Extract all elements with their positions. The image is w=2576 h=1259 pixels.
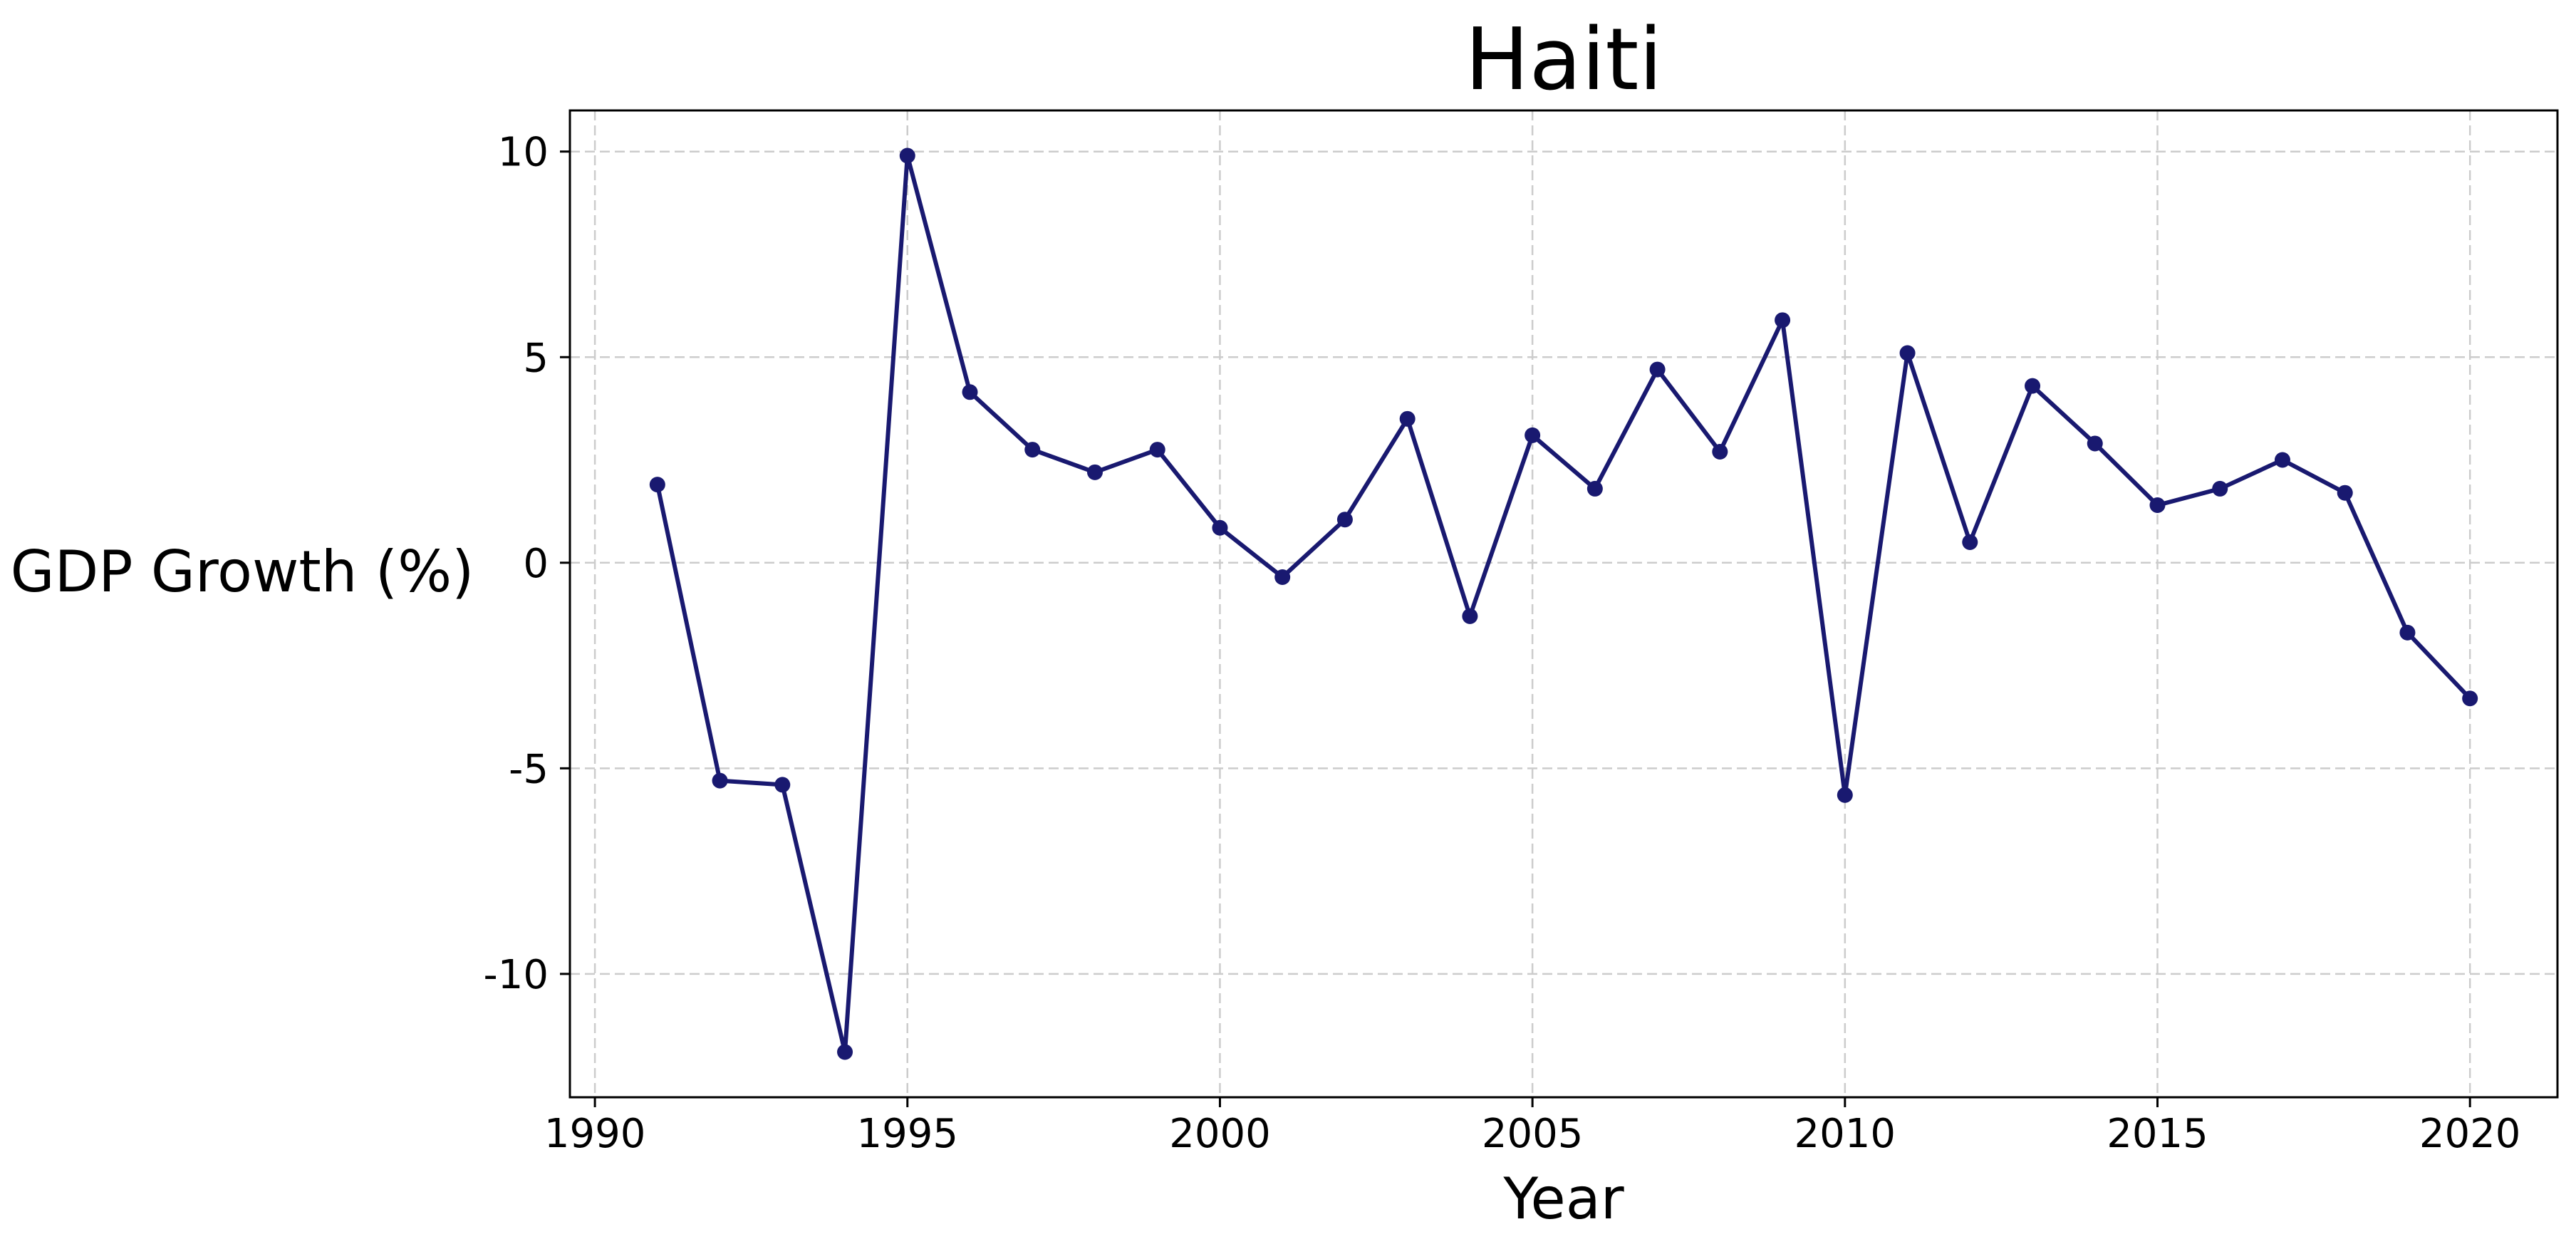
- data-point: [774, 777, 791, 793]
- data-point: [1149, 442, 1165, 458]
- data-point: [1086, 464, 1103, 480]
- data-point: [1899, 345, 1916, 361]
- x-tick-label: 2020: [2419, 1111, 2521, 1157]
- data-point: [2399, 624, 2416, 641]
- data-point: [1525, 427, 1541, 443]
- data-point: [2025, 378, 2041, 394]
- data-point: [2087, 435, 2103, 452]
- data-point: [1962, 534, 1978, 550]
- data-point: [1024, 442, 1041, 458]
- chart-title: Haiti: [1465, 11, 1663, 110]
- y-axis-label: GDP Growth (%): [11, 539, 474, 605]
- data-point: [2149, 497, 2166, 513]
- data-point: [2274, 452, 2290, 468]
- data-point: [1649, 361, 1666, 378]
- x-tick-label: 2005: [1482, 1111, 1584, 1157]
- y-tick-label: -10: [484, 952, 549, 998]
- y-tick-label: -5: [509, 746, 549, 792]
- series-line: [655, 153, 2472, 1055]
- axis-ticks: 1990 1995 2000 2005 2010 2015 2020 -10 -5 0 5 10: [484, 130, 2521, 1157]
- data-point: [1586, 480, 1603, 497]
- data-point: [1399, 410, 1416, 427]
- data-point: [1712, 443, 1728, 460]
- data-point: [1274, 569, 1291, 585]
- data-point: [2337, 485, 2353, 501]
- data-point: [1336, 512, 1353, 528]
- data-point: [962, 384, 978, 400]
- x-tick-label: 1990: [544, 1111, 646, 1157]
- data-point: [1837, 787, 1853, 803]
- y-tick-label: 10: [498, 130, 549, 176]
- data-point: [2212, 480, 2228, 497]
- data-point: [837, 1044, 853, 1060]
- x-tick-label: 2015: [2107, 1111, 2208, 1157]
- data-point: [2462, 690, 2478, 707]
- series-layer: [649, 147, 2478, 1060]
- grid-lines: [570, 110, 2557, 1097]
- data-point: [712, 772, 728, 789]
- x-axis-label: Year: [1502, 1166, 1624, 1232]
- data-point: [899, 147, 915, 164]
- y-tick-label: 0: [523, 541, 549, 587]
- plot-frame: [568, 109, 2559, 1099]
- data-point: [649, 477, 665, 493]
- x-tick-label: 1995: [857, 1111, 959, 1157]
- data-point: [1462, 608, 1478, 624]
- data-point: [1212, 519, 1228, 536]
- y-tick-label: 5: [523, 335, 549, 381]
- data-point: [1775, 312, 1791, 328]
- x-tick-label: 2010: [1795, 1111, 1896, 1157]
- x-tick-label: 2000: [1169, 1111, 1271, 1157]
